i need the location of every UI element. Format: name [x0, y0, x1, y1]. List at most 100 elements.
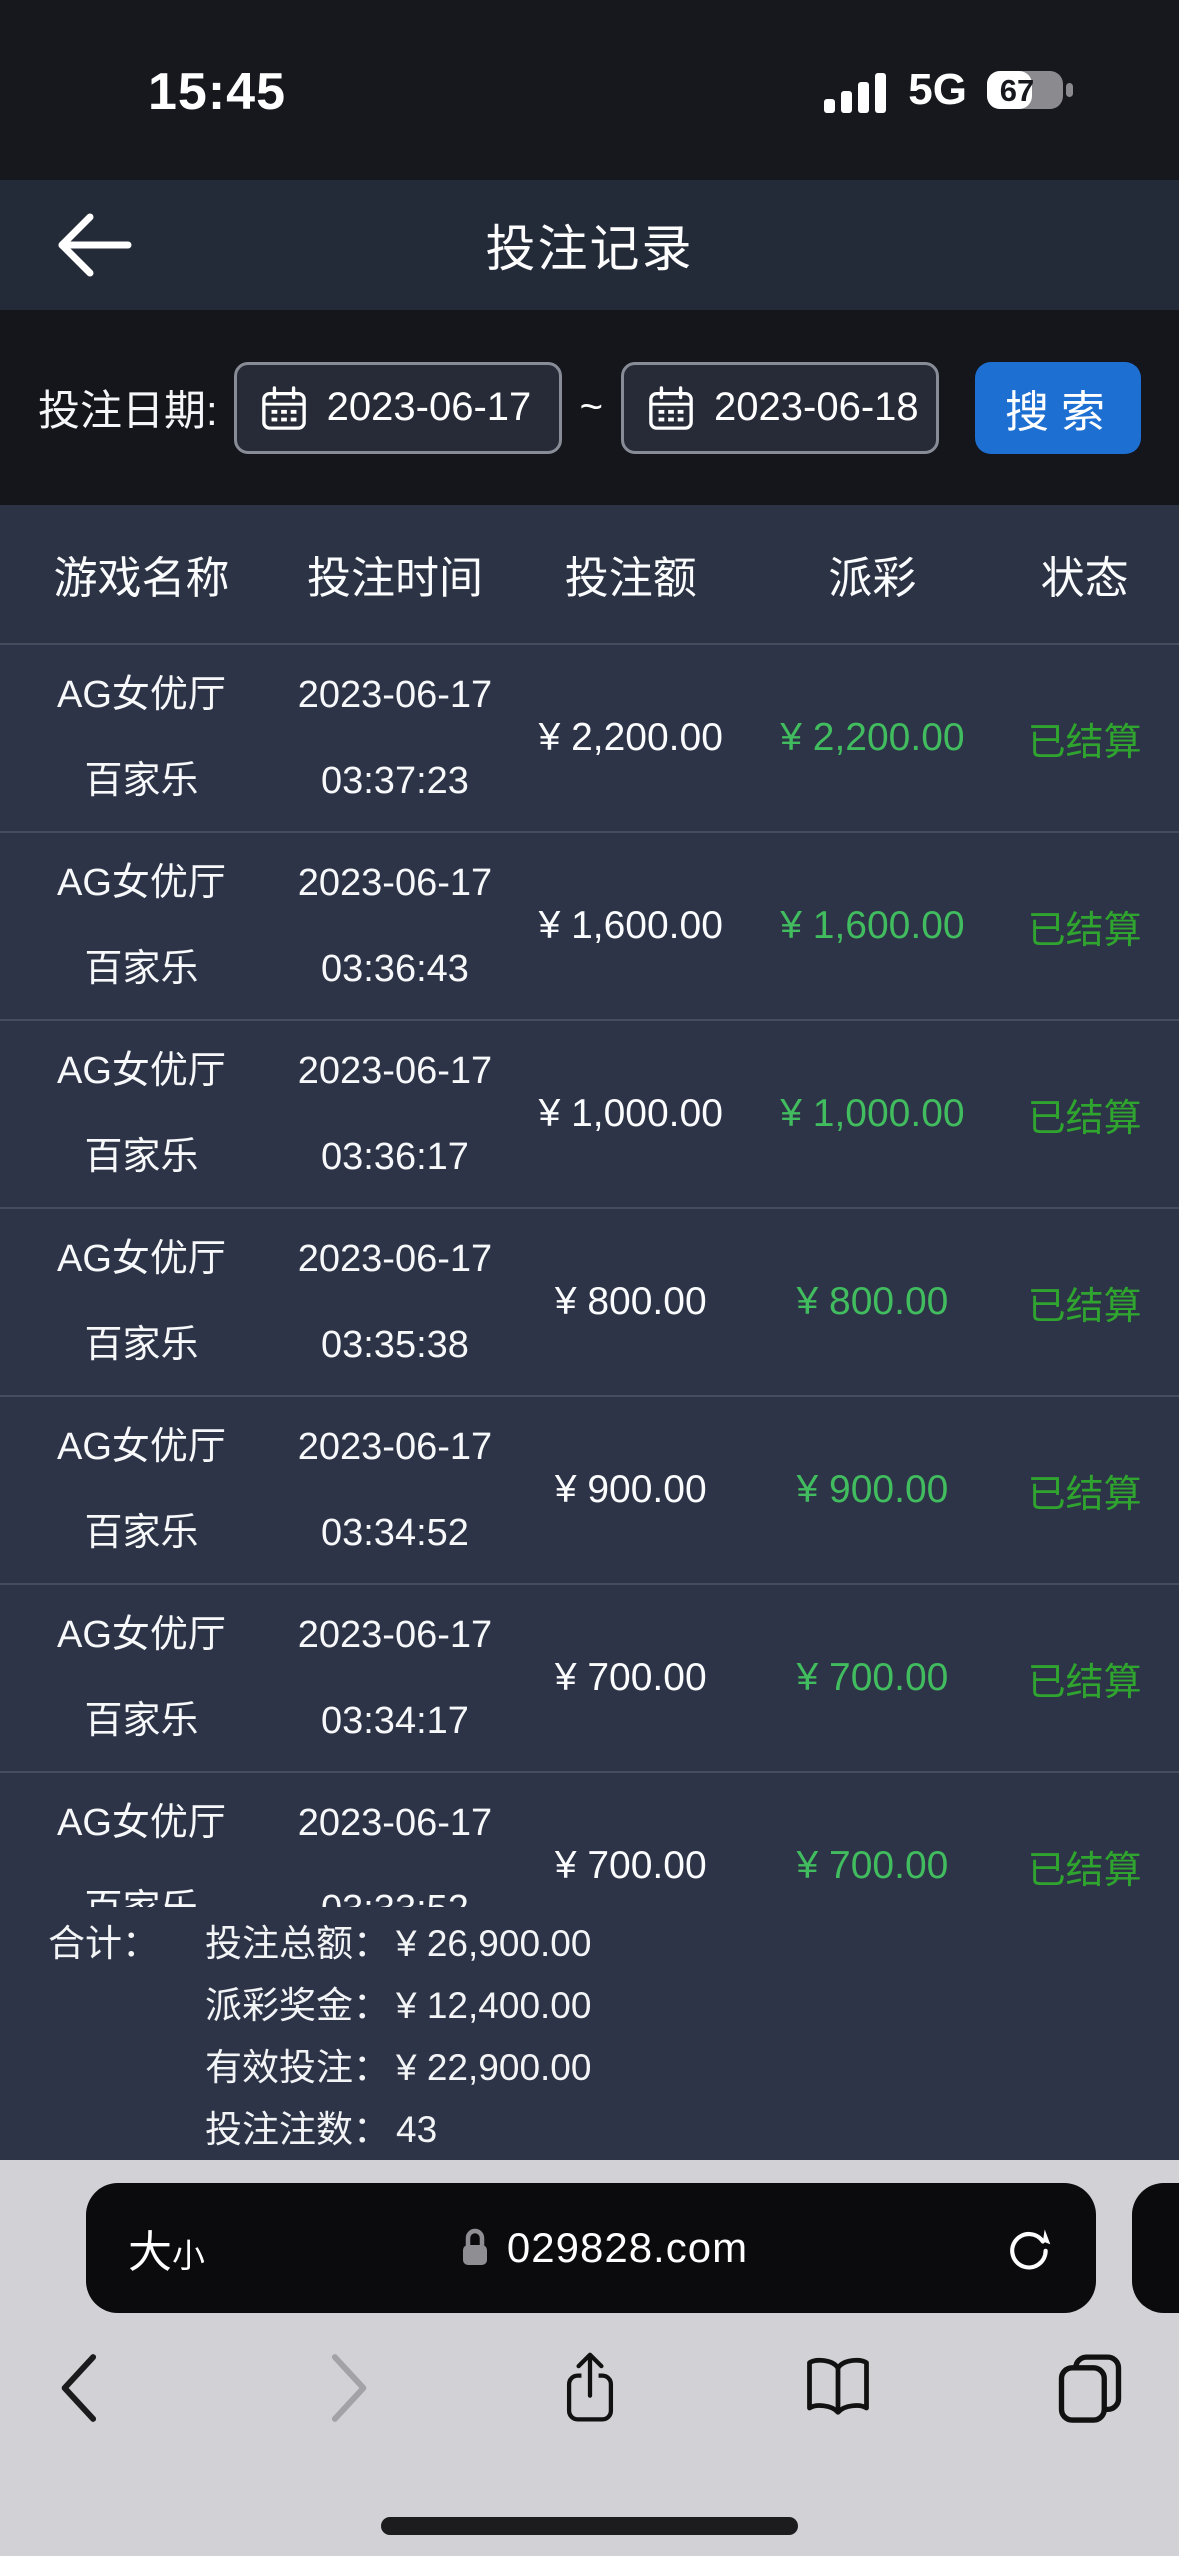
table-header-row: 游戏名称 投注时间 投注额 派彩 状态 — [0, 505, 1179, 645]
bet-time: 2023-06-17 03:34:52 — [283, 1424, 507, 1556]
status-badge: 已结算 — [1027, 1849, 1142, 1892]
game-hall: AG女优厅 — [57, 674, 226, 716]
bet-amount: ¥ 700.00 — [554, 1844, 707, 1887]
nav-bar: 投注记录 — [0, 180, 1179, 310]
back-button[interactable] — [48, 200, 138, 290]
tabs-button[interactable] — [1052, 2350, 1128, 2426]
text-size-small-label: 小 — [172, 2237, 205, 2274]
game-type: 百家乐 — [84, 1136, 199, 1178]
status-badge: 已结算 — [1027, 1097, 1142, 1140]
browser-forward-button[interactable] — [304, 2350, 380, 2426]
bet-date: 2023-06-17 — [297, 1050, 493, 1092]
summary-value: ¥ 26,900.00 — [396, 1923, 592, 1964]
bet-clock: 03:37:23 — [320, 760, 469, 802]
date-from-input[interactable]: 2023-06-17 — [233, 361, 562, 454]
back-arrow-icon — [48, 200, 138, 290]
date-to-input[interactable]: 2023-06-18 — [621, 361, 940, 454]
payout-amount: ¥ 800.00 — [796, 1280, 949, 1323]
summary-label: 投注总额： — [205, 1923, 390, 1964]
bet-clock: 03:34:52 — [320, 1512, 469, 1554]
column-header-payout: 派彩 — [828, 554, 917, 603]
bet-records-table: 游戏名称 投注时间 投注额 派彩 状态 AG女优厅 百家乐 2023-06-17 0… — [0, 505, 1179, 2160]
bookmarks-button[interactable] — [800, 2350, 876, 2426]
payout-amount: ¥ 700.00 — [796, 1656, 949, 1699]
bet-amount: ¥ 900.00 — [554, 1468, 707, 1511]
status-badge: 已结算 — [1027, 1285, 1142, 1328]
network-type-label: 5G — [908, 65, 967, 114]
bet-amount: ¥ 800.00 — [554, 1280, 707, 1323]
column-header-bet: 投注额 — [564, 554, 697, 603]
bet-date: 2023-06-17 — [297, 674, 493, 716]
game-name: AG女优厅百家乐 — [0, 1612, 283, 1744]
filter-bar: 投注日期: 2023-06-17 ~ — [0, 310, 1179, 505]
bet-time: 2023-06-17 03:36:17 — [283, 1048, 507, 1180]
bet-amount: ¥ 1,600.00 — [538, 904, 723, 947]
game-type: 百家乐 — [84, 760, 199, 802]
bet-clock: 03:35:38 — [320, 1324, 469, 1366]
summary-bet-count: 投注注数： 43 — [205, 2099, 591, 2161]
game-name: AG女优厅百家乐 — [0, 1048, 283, 1180]
table-row: AG女优厅百家乐 2023-06-17 03:36:43 ¥ 1,600.00 ¥… — [0, 833, 1179, 1021]
url-field[interactable]: 029828.com — [205, 2224, 1002, 2272]
game-name: AG女优厅百家乐 — [0, 1424, 283, 1556]
payout-amount: ¥ 1,600.00 — [780, 904, 965, 947]
browser-chrome: 大 小 029828.com — [0, 2160, 1179, 2556]
url-bar[interactable]: 大 小 029828.com — [86, 2183, 1096, 2313]
bet-amount: ¥ 1,000.00 — [538, 1092, 723, 1135]
summary-total-bet: 投注总额： ¥ 26,900.00 — [205, 1913, 591, 1975]
clock: 15:45 — [148, 63, 286, 121]
game-hall: AG女优厅 — [57, 862, 226, 904]
summary-value: ¥ 12,400.00 — [396, 1985, 592, 2026]
summary-value: ¥ 22,900.00 — [396, 2047, 592, 2088]
payout-amount: ¥ 700.00 — [796, 1844, 949, 1887]
payout-amount: ¥ 900.00 — [796, 1468, 949, 1511]
bet-time: 2023-06-17 03:36:43 — [283, 860, 507, 992]
text-size-button[interactable]: 大 小 — [128, 2216, 205, 2280]
table-row: AG女优厅百家乐 2023-06-17 03:34:17 ¥ 700.00 ¥ 7… — [0, 1585, 1179, 1773]
game-type: 百家乐 — [84, 1700, 199, 1742]
game-type: 百家乐 — [84, 1512, 199, 1554]
url-text: 029828.com — [506, 2224, 749, 2271]
chevron-left-icon — [48, 2350, 124, 2426]
summary-label: 有效投注： — [205, 2047, 390, 2088]
summary-label: 派彩奖金： — [205, 1985, 390, 2026]
bet-date: 2023-06-17 — [297, 1238, 493, 1280]
summary-payout-bonus: 派彩奖金： ¥ 12,400.00 — [205, 1975, 591, 2037]
table-row: AG女优厅 百家乐 2023-06-17 03:35:38 ¥ 800.00 ¥ 8… — [0, 1209, 1179, 1397]
bet-amount: ¥ 700.00 — [554, 1656, 707, 1699]
game-hall: AG女优厅 — [57, 1050, 226, 1092]
status-bar-right: 5G 67 — [824, 60, 1075, 120]
column-header-game: 游戏名称 — [53, 554, 230, 603]
table-row: AG女优厅百家乐 2023-06-17 03:34:52 ¥ 900.00 ¥ 9… — [0, 1397, 1179, 1585]
home-indicator[interactable] — [381, 2517, 798, 2535]
payout-amount: ¥ 2,200.00 — [780, 716, 965, 759]
game-type: 百家乐 — [84, 948, 199, 990]
search-button[interactable]: 搜索 — [975, 361, 1141, 454]
bet-clock: 03:36:17 — [320, 1136, 469, 1178]
bet-date: 2023-06-17 — [297, 1614, 493, 1656]
reload-button[interactable] — [1002, 2222, 1054, 2274]
payout-amount: ¥ 1,000.00 — [780, 1092, 965, 1135]
summary-panel: 合计： 投注总额： ¥ 26,900.00 派彩奖金： ¥ 12,400.00 … — [0, 1907, 1179, 2160]
game-hall: AG女优厅 — [57, 1614, 226, 1656]
bet-clock: 03:34:17 — [320, 1700, 469, 1742]
adjacent-tab-preview[interactable] — [1132, 2183, 1179, 2313]
browser-back-button[interactable] — [48, 2350, 124, 2426]
date-to-value: 2023-06-18 — [714, 385, 919, 429]
bet-date: 2023-06-17 — [297, 862, 493, 904]
status-badge: 已结算 — [1027, 909, 1142, 952]
date-range-separator: ~ — [579, 385, 604, 429]
game-name: AG女优厅百家乐 — [0, 672, 283, 804]
status-badge: 已结算 — [1027, 1473, 1142, 1516]
game-name: AG女优厅百家乐 — [0, 1236, 283, 1368]
game-hall: AG女优厅 — [57, 1426, 226, 1468]
text-size-large-label: 大 — [128, 2228, 172, 2277]
column-header-time: 投注时间 — [306, 554, 483, 603]
share-button[interactable] — [552, 2350, 628, 2426]
summary-lines: 投注总额： ¥ 26,900.00 派彩奖金： ¥ 12,400.00 有效投注… — [205, 1913, 591, 2161]
summary-value: 43 — [396, 2109, 438, 2150]
reload-icon — [1002, 2222, 1054, 2274]
chevron-right-icon — [304, 2350, 380, 2426]
bet-date: 2023-06-17 — [297, 1802, 493, 1844]
